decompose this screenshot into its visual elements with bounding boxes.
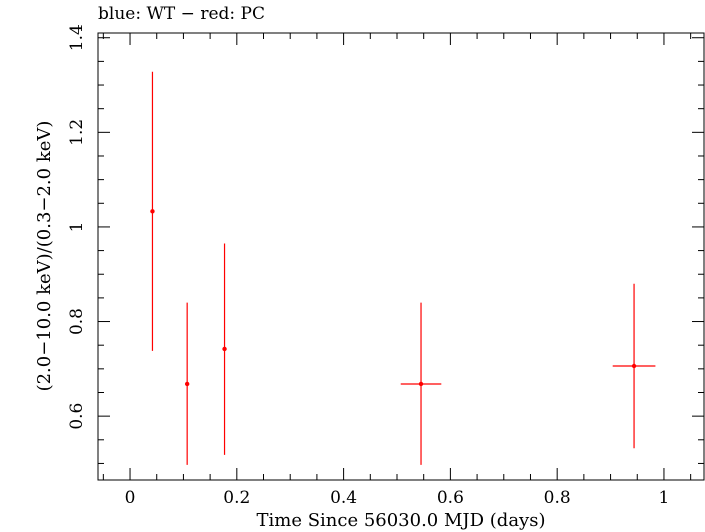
point-marker: [222, 346, 227, 352]
x-tick-label: 0.8: [544, 488, 571, 508]
data-point: [400, 302, 442, 465]
data-point: [150, 71, 155, 351]
x-axis-label: Time Since 56030.0 MJD (days): [256, 510, 545, 531]
x-tick-label: 0.4: [330, 488, 357, 508]
x-tick-label: 0.2: [223, 488, 250, 508]
chart-title: blue: WT − red: PC: [98, 4, 265, 24]
y-tick-label: 1: [67, 222, 87, 233]
y-axis-label: (2.0−10.0 keV)/(0.3−2.0 keV): [34, 121, 55, 392]
plot-frame: [97, 32, 705, 481]
y-tick-label: 1.2: [67, 119, 87, 146]
point-marker: [184, 381, 190, 387]
axis-ticks: 0 0.2 0.4 0.6 0.8 1 0.6 0.8 1 1.2 1.4: [67, 24, 704, 508]
point-marker: [418, 381, 424, 387]
point-marker: [631, 363, 637, 369]
x-tick-label: 1: [659, 488, 670, 508]
y-tick-label: 1.4: [67, 24, 87, 51]
data-point: [222, 243, 227, 455]
data-point: [184, 302, 190, 465]
x-tick-label: 0: [125, 488, 136, 508]
data-points: [150, 71, 656, 465]
y-tick-label: 0.8: [67, 308, 87, 335]
data-point: [612, 283, 656, 449]
point-marker: [150, 209, 155, 214]
x-tick-label: 0.6: [437, 488, 464, 508]
y-tick-label: 0.6: [67, 403, 87, 430]
